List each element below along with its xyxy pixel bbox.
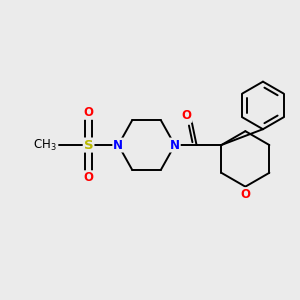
Text: O: O (182, 109, 192, 122)
Text: S: S (84, 139, 93, 152)
Text: O: O (84, 106, 94, 119)
Text: N: N (113, 139, 123, 152)
Text: CH$_3$: CH$_3$ (33, 137, 57, 153)
Text: O: O (240, 188, 250, 201)
Text: O: O (84, 171, 94, 184)
Text: N: N (170, 139, 180, 152)
